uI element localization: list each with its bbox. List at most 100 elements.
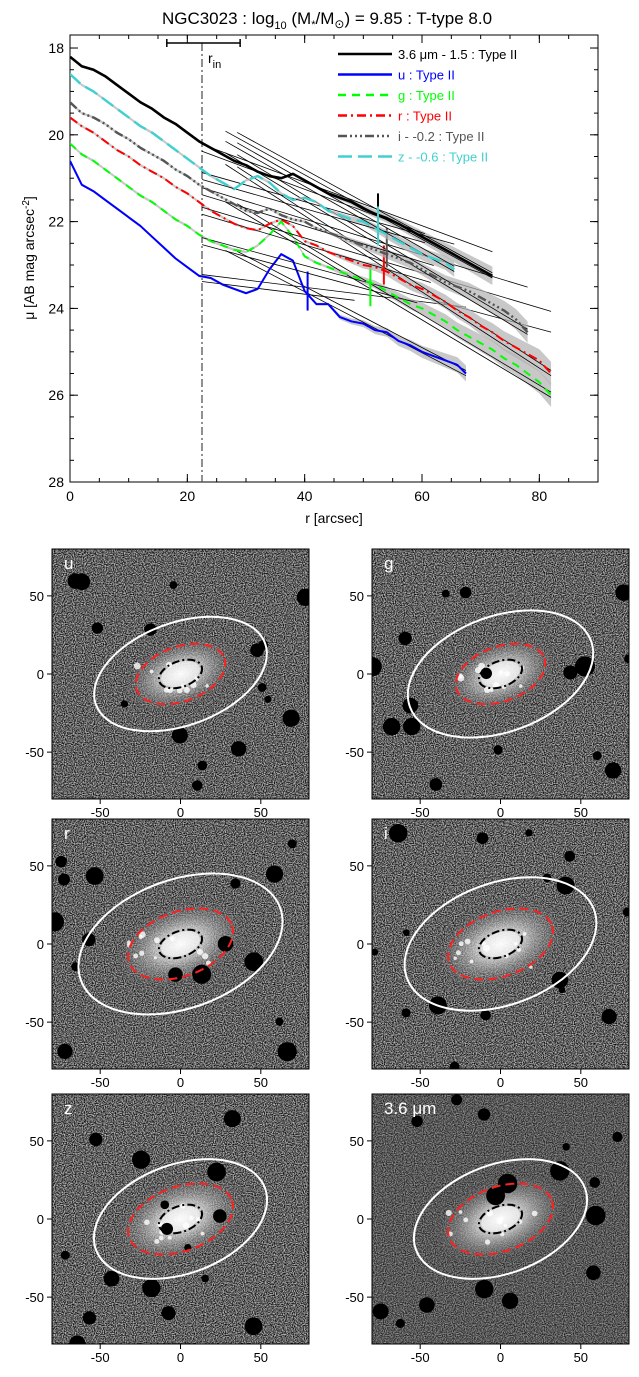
panel-x-tick-label: -50 (91, 1350, 110, 1365)
star-forming-knot (463, 1217, 469, 1223)
masked-source (207, 1162, 226, 1182)
panel-band-label: i (384, 824, 388, 843)
masked-source (493, 745, 503, 755)
outer-disk-fit (225, 152, 528, 335)
panel-x-tick-label: -50 (411, 1075, 430, 1090)
legend-entry: i - -0.2 : Type II (398, 129, 484, 144)
masked-source (161, 1306, 176, 1321)
panel-y-tick-label: -50 (25, 1015, 44, 1030)
star-forming-knot (182, 1222, 190, 1229)
image-panel: r -50 0 50 50 0 -50 (25, 818, 310, 1090)
star-forming-knot (453, 956, 457, 960)
image-panel: z -50 0 50 50 0 -50 (25, 1093, 310, 1365)
masked-source (411, 1115, 423, 1128)
masked-source (120, 700, 129, 708)
break-radius-ellipse (127, 1182, 234, 1256)
panel-x-tick-label: 0 (497, 805, 504, 820)
star-forming-knot (518, 1220, 523, 1224)
masked-source (372, 948, 379, 956)
r-in-label: rin (208, 50, 221, 71)
break-radius-ellipse (447, 1182, 554, 1256)
legend-entry: g : Type II (398, 88, 455, 103)
masked-source (403, 717, 421, 736)
galaxy-core (161, 661, 200, 687)
masked-source (601, 1009, 617, 1025)
masked-source (230, 741, 247, 757)
masked-source (429, 778, 443, 791)
inner-radius-ellipse (477, 658, 524, 690)
panel-y-tick-label: 50 (350, 859, 364, 874)
outer-disk-fit (236, 154, 528, 330)
y-tick-label: 24 (48, 300, 64, 316)
masked-source (525, 829, 533, 837)
image-panel: u -50 0 50 50 0 -50 (25, 548, 310, 820)
panel-x-tick-label: 50 (254, 805, 268, 820)
panel-y-tick-label: 50 (350, 589, 364, 604)
star-forming-knot (202, 952, 209, 960)
masked-source (244, 952, 264, 972)
masked-source (85, 867, 104, 885)
chart-title: NGC3023 : log10 (M*/M⊙) = 9.85 : T-type … (162, 9, 492, 32)
star-forming-knot (167, 1235, 172, 1240)
masked-source (398, 631, 412, 646)
star-forming-knot (126, 940, 131, 945)
masked-source (223, 1110, 241, 1128)
masked-source (480, 667, 492, 680)
panel-y-tick-label: -50 (25, 1290, 44, 1305)
masked-source (264, 695, 272, 703)
y-tick-label: 18 (48, 40, 64, 56)
masked-source (604, 762, 622, 779)
legend-entry: u : Type II (398, 68, 455, 83)
y-axis-label: μ [AB mag arcsec-2] (21, 196, 37, 320)
masked-source (277, 1042, 297, 1062)
panel-y-tick-label: -50 (345, 1015, 364, 1030)
inner-radius-ellipse (477, 1203, 524, 1235)
outer-isophote-ellipse (77, 872, 284, 1016)
panel-x-tick-label: 50 (574, 1075, 588, 1090)
masked-source (624, 654, 629, 664)
plot-frame (69, 34, 599, 483)
outer-disk-fit (237, 251, 467, 371)
outer-disk-fit (237, 132, 493, 274)
masked-source (562, 1142, 570, 1151)
panel-x-tick-label: 0 (497, 1075, 504, 1090)
inner-disk-fit (201, 244, 418, 304)
masked-source (287, 839, 297, 849)
inner-disk-fit (201, 194, 434, 266)
x-tick-label: 20 (180, 488, 196, 504)
masked-source (459, 586, 472, 599)
masked-source (501, 1292, 519, 1310)
panel-y-tick-label: 0 (37, 667, 44, 682)
star-forming-knot (176, 687, 183, 694)
image-panel: 3.6 μm -50 0 50 50 0 -50 (345, 1093, 630, 1365)
masked-source (82, 932, 96, 947)
star-forming-knot (149, 669, 154, 674)
masked-source (191, 780, 203, 791)
masked-source (171, 727, 188, 744)
star-forming-knot (478, 662, 486, 670)
masked-source (73, 573, 91, 591)
outer-isophote-ellipse (406, 609, 595, 739)
star-forming-knot (205, 684, 209, 688)
star-forming-knot (196, 1216, 201, 1222)
star-forming-knot (180, 1203, 186, 1209)
star-forming-knot (519, 684, 523, 688)
masked-source (250, 643, 264, 658)
masked-source (142, 1279, 161, 1298)
masked-source (477, 1108, 491, 1121)
panel-band-label: 3.6 μm (384, 1099, 436, 1118)
star-forming-knot (133, 953, 139, 959)
y-tick-label: 22 (48, 214, 64, 230)
legend-entry: r : Type II (398, 109, 452, 124)
masked-source (419, 1297, 435, 1313)
outer-isophote-ellipse (412, 1158, 589, 1280)
star-forming-knot (144, 1219, 150, 1226)
panel-x-tick-label: -50 (411, 805, 430, 820)
surface-brightness-profile-plot: 0 20 40 60 80 18 20 22 24 26 28 rin 3.6 μm - 1.5 : … (21, 34, 599, 526)
y-tick-label: 28 (48, 474, 64, 490)
masked-source (401, 1008, 411, 1018)
outer-isophote-ellipse (403, 876, 598, 1012)
image-panel: g -50 0 50 50 0 -50 (345, 548, 630, 820)
star-forming-knot (169, 936, 175, 942)
masked-source (451, 1094, 463, 1106)
